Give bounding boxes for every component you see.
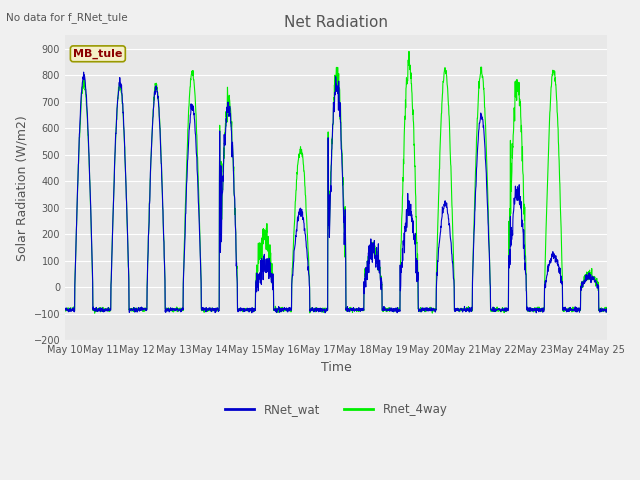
X-axis label: Time: Time bbox=[321, 360, 351, 373]
Legend: RNet_wat, Rnet_4way: RNet_wat, Rnet_4way bbox=[220, 398, 452, 420]
Title: Net Radiation: Net Radiation bbox=[284, 15, 388, 30]
Text: No data for f_RNet_tule: No data for f_RNet_tule bbox=[6, 12, 128, 23]
Y-axis label: Solar Radiation (W/m2): Solar Radiation (W/m2) bbox=[15, 115, 28, 261]
Text: MB_tule: MB_tule bbox=[73, 48, 122, 59]
